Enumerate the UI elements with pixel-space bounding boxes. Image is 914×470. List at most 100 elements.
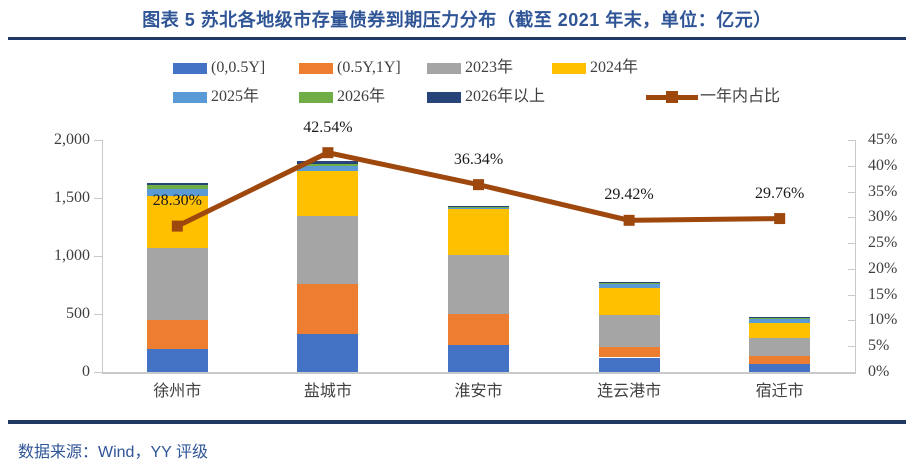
bar-segment-2024年	[749, 322, 811, 338]
bar-segment-(0,0.5Y]	[598, 357, 660, 372]
y-tick-label-left: 1,500	[54, 189, 90, 206]
line-marker	[623, 214, 635, 226]
bar-segment-(0.5Y,1Y]	[749, 355, 811, 365]
y-axis-right-tick	[848, 140, 855, 141]
y-axis-left-tick	[94, 372, 102, 373]
bar-segment-(0,0.5Y]	[448, 345, 509, 372]
y-axis-right-tick	[848, 372, 855, 373]
y-tick-label-left: 500	[66, 305, 90, 322]
bar-segment-2025年	[598, 283, 660, 288]
line-marker	[473, 179, 484, 191]
legend-label: 2025年	[211, 88, 260, 105]
y-tick-label-right: 35%	[868, 182, 898, 200]
bar-segment-2024年	[297, 171, 359, 216]
bar-segment-2023年	[297, 215, 359, 284]
line-data-label: 29.76%	[755, 184, 805, 202]
y-tick-label-right: 45%	[868, 131, 898, 148]
y-axis-right-tick	[848, 346, 855, 348]
y-axis-right-tick	[848, 217, 855, 219]
legend-swatch	[173, 91, 207, 103]
bar-segment-2023年	[146, 248, 208, 320]
y-axis-left-tick	[94, 256, 102, 257]
legend-label: 2026年以上	[465, 88, 546, 105]
line-marker	[322, 147, 334, 159]
bar-segment-2023年	[598, 315, 660, 348]
bar-segment-2023年	[749, 337, 811, 356]
bar-segment-2025年	[297, 166, 359, 172]
bar-segment-2026年	[146, 184, 208, 189]
legend-label: (0,0.5Y]	[211, 59, 266, 76]
y-axis-right-tick	[848, 191, 855, 193]
legend-label: 2024年	[590, 59, 639, 76]
bar-segment-2026年	[297, 163, 359, 167]
bar-segment-2026年以上	[297, 161, 359, 164]
x-tick-label: 盐城市	[303, 383, 352, 400]
bar-segment-(0.5Y,1Y]	[146, 319, 208, 349]
bar-segment-(0.5Y,1Y]	[598, 347, 660, 358]
line-data-label: 29.42%	[604, 186, 654, 204]
line-marker	[774, 213, 786, 225]
y-axis-right-tick	[848, 320, 855, 322]
y-axis-left-tick	[94, 314, 102, 315]
line-data-label: 42.54%	[303, 118, 353, 136]
bar-segment-2025年	[749, 318, 811, 323]
legend-swatch	[173, 62, 207, 74]
legend-label: 2023年	[465, 59, 514, 76]
bar-segment-2026年以上	[598, 281, 660, 283]
y-tick-label-right: 0%	[868, 363, 890, 380]
bar-segment-2026年	[749, 316, 811, 319]
chart-title: 图表 5 苏北各地级市存量债券到期压力分布（截至 2021 年末，单位：亿元）	[142, 10, 772, 30]
legend-swatch	[299, 91, 333, 103]
bar-segment-(0,0.5Y]	[297, 333, 359, 372]
bar-segment-2023年	[448, 254, 509, 314]
x-tick-label: 徐州市	[153, 383, 202, 400]
source-note: 数据来源：Wind，YY 评级	[18, 444, 208, 461]
y-tick-label-left: 1,000	[54, 247, 90, 264]
bar-segment-2026年以上	[146, 182, 208, 185]
bar-segment-2025年	[448, 207, 509, 209]
y-tick-label-right: 10%	[868, 311, 898, 329]
bar-segment-(0,0.5Y]	[146, 348, 208, 372]
y-tick-label-right: 40%	[868, 156, 898, 174]
bar-segment-(0,0.5Y]	[749, 364, 811, 372]
legend-label: 2026年	[337, 88, 386, 105]
y-axis-right-tick	[848, 243, 855, 245]
y-axis-right-tick	[848, 165, 855, 167]
bar-segment-2024年	[598, 287, 660, 316]
legend-label: 一年内占比	[700, 88, 781, 105]
bar-segment-2026年	[598, 282, 660, 284]
x-axis-line	[102, 372, 856, 374]
line-data-label: 28.30%	[152, 192, 202, 210]
y-tick-label-right: 5%	[868, 337, 890, 355]
bottom-rule	[8, 420, 906, 424]
bar-segment-2026年以上	[448, 206, 509, 207]
x-tick-label: 连云港市	[597, 383, 662, 400]
legend-swatch	[552, 62, 586, 74]
legend-swatch	[427, 62, 461, 74]
legend-label: (0.5Y,1Y]	[337, 59, 401, 76]
bar-segment-2026年	[448, 206, 509, 208]
bar-segment-(0.5Y,1Y]	[448, 314, 509, 346]
y-tick-label-left: 2,000	[54, 131, 90, 148]
legend-line-marker	[666, 91, 678, 103]
y-tick-label-right: 20%	[868, 259, 898, 277]
y-axis-right-tick	[848, 294, 855, 296]
legend-swatch	[427, 91, 461, 103]
y-axis-left-line	[102, 140, 103, 372]
y-tick-label-left: 0	[82, 363, 90, 380]
y-axis-left-tick	[94, 140, 102, 141]
line-data-label: 36.34%	[453, 150, 504, 168]
y-tick-label-right: 25%	[868, 234, 898, 252]
title-rule	[8, 37, 906, 40]
y-axis-left-tick	[94, 198, 102, 199]
x-tick-label: 宿迁市	[755, 383, 804, 400]
x-tick-label: 淮安市	[454, 383, 503, 400]
legend-swatch	[299, 62, 333, 74]
bar-segment-(0.5Y,1Y]	[297, 283, 359, 334]
y-axis-right-tick	[848, 268, 855, 270]
y-tick-label-right: 30%	[868, 208, 898, 226]
y-tick-label-right: 15%	[868, 285, 898, 303]
bar-segment-2024年	[448, 209, 509, 255]
y-axis-right-line	[855, 140, 856, 372]
